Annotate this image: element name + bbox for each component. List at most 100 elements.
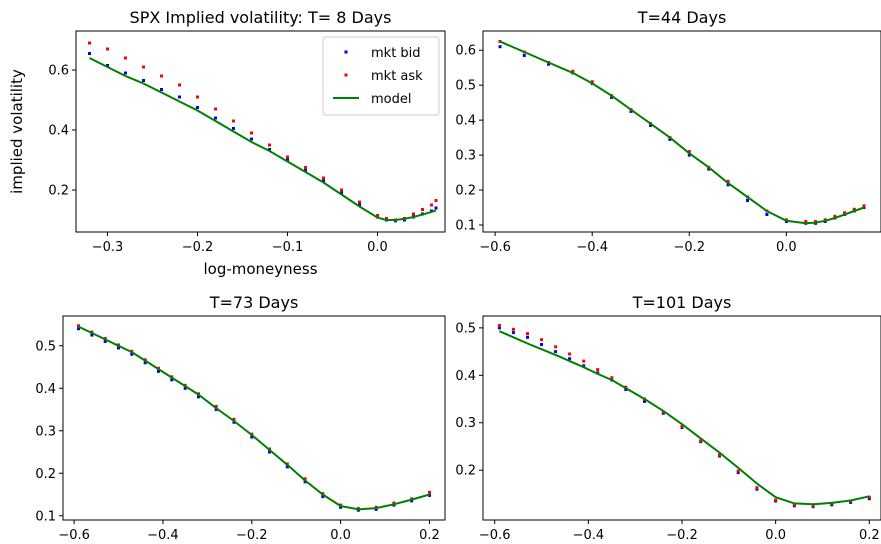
panel3-point-mkt-bid: [410, 499, 414, 503]
panel1-x-axis-label: log-moneyness: [203, 260, 317, 278]
panel1-y-axis-label: implied volatility: [8, 69, 26, 194]
panel4-point-mkt-ask: [736, 469, 740, 473]
panel2-series-mkt-bid: [498, 45, 866, 225]
panel4-point-mkt-ask: [661, 410, 665, 414]
panel4-y-tick-label: 0.4: [455, 369, 476, 384]
panel1-point-mkt-ask: [142, 65, 145, 69]
panel1-point-mkt-bid: [322, 179, 325, 183]
panel3-point-mkt-bid: [103, 340, 107, 343]
panel4-point-mkt-bid: [497, 326, 501, 330]
panel3-point-mkt-bid: [157, 369, 160, 373]
panel1-point-mkt-bid: [434, 206, 438, 210]
panel1-title: SPX Implied volatility: T= 8 Days: [130, 8, 392, 27]
panel2-point-mkt-bid: [746, 199, 749, 202]
panel2-axes-frame: [482, 30, 881, 233]
panel1-x-tick-label: −0.1: [272, 240, 304, 255]
panel4-point-mkt-ask: [526, 332, 529, 336]
panel4-point-mkt-ask: [774, 498, 778, 502]
panel2-point-mkt-bid: [668, 137, 672, 141]
panel3-line-model: [78, 325, 430, 511]
panel4-x-tick-label: −0.2: [666, 528, 698, 543]
panel4-x-tick-label: −0.4: [573, 528, 605, 543]
panel3-point-mkt-bid: [130, 352, 134, 356]
panel3-series-model: [78, 325, 430, 511]
panel2-y-tick-label: 0.2: [455, 184, 476, 199]
panel4-point-mkt-ask: [582, 359, 586, 363]
panel1-point-mkt-bid: [124, 71, 127, 75]
panel1-point-mkt-bid: [178, 95, 181, 99]
panel2-point-mkt-bid: [726, 183, 730, 187]
panel4-point-mkt-ask: [568, 352, 572, 356]
panel3-point-mkt-bid: [374, 507, 378, 511]
panel1-line-model: [89, 57, 437, 221]
panel4-plot-area: [497, 324, 871, 509]
panel4-title: T=101 Days: [632, 293, 732, 312]
panel3-point-mkt-ask: [77, 324, 80, 328]
panel4-point-mkt-ask: [596, 368, 600, 372]
panel3-plot-area: [77, 324, 431, 512]
panel2-x-tick-label: −0.2: [673, 240, 705, 255]
panel3-point-mkt-bid: [170, 378, 174, 382]
panel1-plot-area: [88, 41, 438, 223]
panel2-line-model: [499, 40, 865, 225]
panel1-point-mkt-ask: [434, 199, 438, 202]
panel2-point-mkt-bid: [707, 167, 711, 171]
panel1-point-mkt-bid: [142, 79, 145, 82]
panel4-point-mkt-ask: [811, 504, 815, 508]
panel3-x-tick-label: 0.0: [330, 528, 351, 543]
panel1-point-mkt-ask: [250, 131, 253, 135]
panel4-axes-frame: [482, 315, 881, 521]
panel1-point-mkt-bid: [196, 106, 199, 109]
panel4-point-mkt-bid: [511, 331, 515, 335]
panel2-point-mkt-bid: [522, 54, 526, 57]
panel1-point-mkt-bid: [286, 158, 289, 162]
panel2-point-mkt-ask: [726, 179, 730, 183]
panel3-point-mkt-ask: [303, 477, 307, 481]
panel4: −0.6 −0.4 −0.2 0.0 0.2 0.2 0.3 0.4 0.5 T=101 Days: [455, 293, 881, 543]
panel4-x-tick-label: −0.6: [479, 528, 511, 543]
panel3-point-mkt-bid: [77, 327, 80, 331]
panel2-point-mkt-ask: [804, 220, 808, 223]
panel3-axes-frame: [62, 315, 446, 521]
panel3-point-mkt-bid: [232, 420, 236, 424]
panel1-point-mkt-ask: [421, 208, 424, 211]
panel1-point-mkt-ask: [160, 74, 163, 78]
panel2-x-tick-label: −0.4: [576, 240, 608, 255]
panel3-point-mkt-bid: [339, 505, 343, 509]
panel1-legend-swatch-mkt-ask: [344, 73, 348, 77]
panel3-series-mkt-bid: [77, 327, 431, 512]
panel4-point-mkt-ask: [755, 486, 759, 490]
panel2-point-mkt-ask: [862, 204, 866, 208]
panel3-point-mkt-bid: [285, 465, 289, 469]
panel1-point-mkt-ask: [124, 56, 127, 60]
panel1-y-tick-label: 0.2: [48, 184, 69, 199]
panel3-x-tick-label: −0.2: [236, 528, 268, 543]
panel2-point-mkt-ask: [852, 207, 856, 211]
panel1-point-mkt-bid: [214, 116, 217, 120]
panel2-y-tick-label: 0.1: [455, 219, 476, 234]
panel4-point-mkt-bid: [624, 388, 628, 391]
panel1-x-tick-label: −0.3: [92, 240, 124, 255]
panel2-point-mkt-bid: [649, 123, 652, 127]
panel3-point-mkt-bid: [90, 333, 94, 337]
panel1-point-mkt-bid: [88, 52, 91, 55]
panel4-point-mkt-ask: [497, 324, 501, 327]
panel2-y-tick-label: 0.4: [455, 114, 476, 129]
panel2-point-mkt-bid: [547, 62, 550, 66]
panel4-point-mkt-ask: [554, 345, 558, 349]
panel1-legend-label-mkt-bid: mkt bid: [371, 46, 421, 61]
panel3-y-tick-label: 0.3: [35, 424, 56, 439]
panel4-point-mkt-bid: [540, 343, 543, 346]
panel3-y-tick-label: 0.5: [35, 339, 56, 354]
panel1-point-mkt-ask: [196, 95, 199, 99]
panel1-point-mkt-bid: [160, 88, 163, 91]
panel4-point-mkt-bid: [643, 399, 646, 403]
panel3-point-mkt-ask: [392, 501, 396, 505]
panel1-x-tick-label: −0.2: [182, 240, 214, 255]
panel2-point-mkt-bid: [610, 95, 614, 99]
panel2-title: T=44 Days: [637, 8, 727, 27]
panel2-x-tick-label: 0.0: [776, 240, 797, 255]
panel3-point-mkt-bid: [117, 346, 120, 350]
panel4-point-mkt-ask: [718, 453, 721, 457]
panel2-point-mkt-ask: [843, 211, 847, 215]
